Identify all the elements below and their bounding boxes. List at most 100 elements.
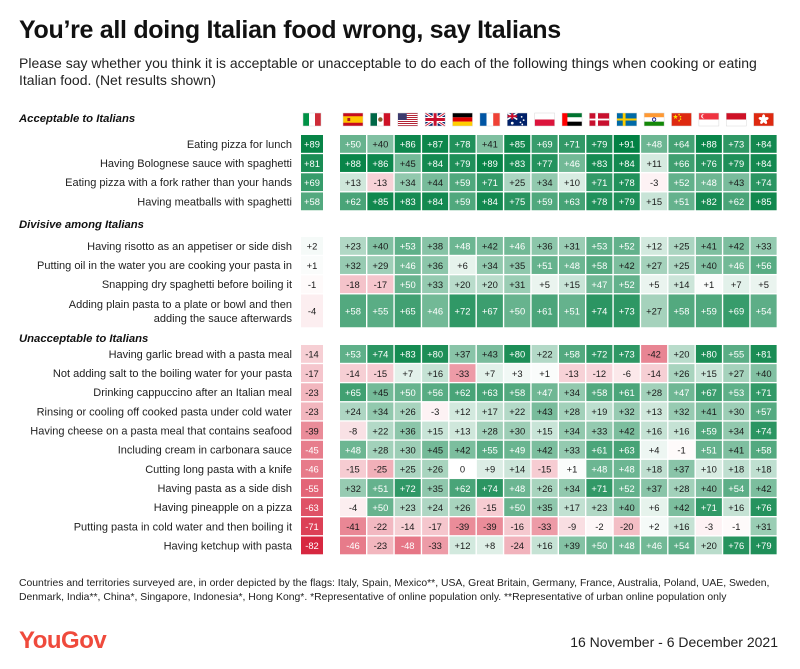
heatmap-cell (476, 275, 503, 294)
row-label: Including cream in carbonara sauce (118, 445, 292, 457)
cell-value: +19 (591, 406, 607, 417)
row-label: Having meatballs with spaghetti (137, 196, 292, 208)
cell-value: -23 (374, 540, 388, 551)
cell-value: +42 (455, 444, 471, 455)
heatmap-cell (531, 440, 558, 459)
cell-value: +59 (455, 196, 471, 207)
flag-china-icon (671, 112, 692, 127)
heatmap-cell (394, 536, 421, 555)
cell-value: +79 (455, 158, 471, 169)
heatmap-cell (613, 275, 640, 294)
heatmap-cell (449, 479, 476, 497)
cell-value: +66 (674, 158, 690, 169)
heatmap-cell (586, 383, 613, 402)
cell-value: +51 (564, 305, 580, 316)
flag-mexico-icon (370, 112, 391, 127)
heatmap-cell (340, 459, 366, 478)
row-label: Having ketchup with pasta (164, 540, 293, 552)
heatmap-cell (476, 459, 503, 478)
cell-value: -39 (456, 521, 470, 532)
cell-value: +52 (619, 483, 635, 494)
heatmap-cell (559, 173, 585, 192)
heatmap-cell (504, 135, 531, 153)
cell-value: +37 (646, 483, 662, 494)
cell-value: +56 (427, 387, 443, 398)
heatmap-cell (422, 517, 449, 536)
heatmap-cell (531, 364, 558, 382)
cell-value: +42 (619, 260, 635, 271)
cell-value: +50 (591, 540, 607, 551)
heatmap-cell (613, 402, 640, 421)
heatmap-cell (367, 383, 394, 402)
heatmap-cell (340, 135, 366, 153)
cell-value: -23 (305, 387, 319, 398)
cell-value: -14 (305, 349, 319, 360)
heatmap-cell (340, 517, 366, 536)
cell-value: -48 (401, 540, 415, 551)
heatmap-cell (449, 364, 476, 382)
heatmap-cell (723, 498, 750, 516)
cell-value: -33 (428, 540, 442, 551)
heatmap-cell (641, 345, 668, 363)
heatmap-cell (668, 421, 695, 440)
row-label: Having risotto as an appetiser or side d… (87, 241, 292, 253)
cell-value: +32 (345, 260, 361, 271)
cell-value: +5 (539, 279, 550, 290)
cell-value: +40 (372, 139, 388, 150)
cell-value: +46 (728, 260, 744, 271)
heatmap-cell (695, 517, 722, 536)
heatmap-cell (750, 479, 777, 497)
cell-value: +48 (345, 444, 361, 455)
heatmap-cell (301, 383, 323, 402)
heatmap-cell (449, 345, 476, 363)
cell-value: +48 (591, 464, 607, 475)
heatmap-cell (504, 517, 531, 536)
heatmap-cell (750, 498, 777, 516)
cell-value: +85 (509, 139, 525, 150)
cell-value: -45 (305, 444, 319, 455)
cell-value: +30 (400, 444, 416, 455)
heatmap-cell (750, 459, 777, 478)
heatmap-cell (559, 154, 585, 172)
heatmap-cell (340, 192, 366, 211)
cell-value: +28 (372, 444, 388, 455)
heatmap-cell (340, 498, 366, 516)
heatmap-cell (750, 421, 777, 440)
cell-value: +24 (345, 406, 361, 417)
cell-value: +28 (482, 425, 498, 436)
cell-value: +58 (509, 387, 525, 398)
heatmap-cell (723, 237, 750, 255)
cell-value: +16 (537, 540, 553, 551)
cell-value: -15 (346, 464, 360, 475)
heatmap-cell (340, 536, 366, 555)
cell-value: -1 (677, 444, 685, 455)
cell-value: +83 (400, 196, 416, 207)
cell-value: +23 (591, 502, 607, 513)
cell-value: +89 (482, 158, 498, 169)
heatmap-cell (668, 135, 695, 153)
heatmap-cell (476, 364, 503, 382)
heatmap-cell (422, 421, 449, 440)
heatmap-cell (476, 173, 503, 192)
heatmap-cell (723, 479, 750, 497)
heatmap-cell (340, 383, 366, 402)
cell-value: +53 (400, 241, 416, 252)
cell-value: +27 (646, 260, 662, 271)
cell-value: +46 (646, 540, 662, 551)
cell-value: +32 (345, 483, 361, 494)
heatmap-cell (613, 421, 640, 440)
heatmap-cell (301, 154, 323, 172)
heatmap-cell (750, 364, 777, 382)
cell-value: +62 (728, 196, 744, 207)
heatmap-cell (723, 383, 750, 402)
heatmap-cell (750, 192, 777, 211)
heatmap-cell (504, 440, 531, 459)
heatmap-cell (695, 479, 722, 497)
cell-value: +48 (646, 139, 662, 150)
cell-value: +1 (307, 260, 318, 271)
cell-value: +51 (372, 483, 388, 494)
cell-value: -4 (349, 502, 357, 513)
cell-value: +77 (537, 158, 553, 169)
cell-value: -1 (308, 279, 316, 290)
heatmap-cell (586, 517, 613, 536)
